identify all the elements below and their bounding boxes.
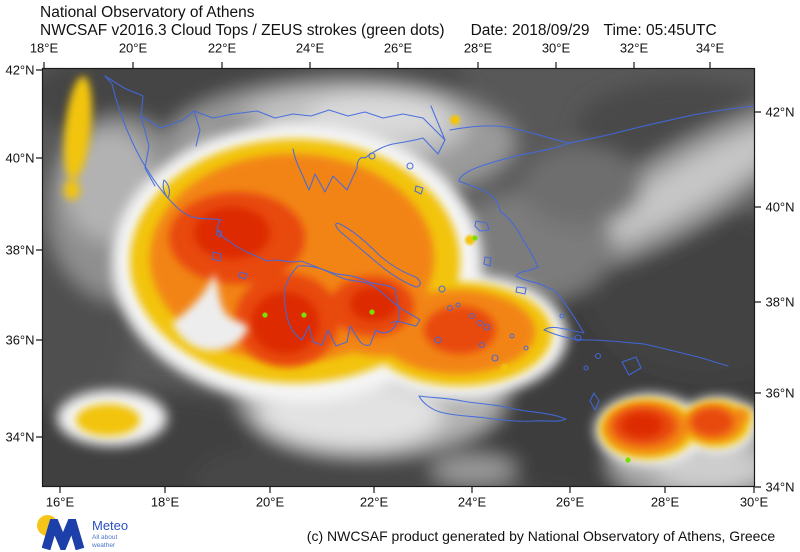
island-samothrace — [406, 162, 414, 170]
lon-label-bottom: 16°E — [45, 494, 75, 510]
zeus-lightning-dots — [262, 235, 631, 463]
lat-label-right: 38°N — [765, 294, 795, 310]
border-spur — [193, 110, 201, 147]
island-thasos — [368, 152, 376, 160]
gray-cloud-field — [42, 68, 755, 487]
zeus-stroke-dot — [369, 309, 375, 315]
page-title: National Observatory of Athens — [40, 4, 255, 21]
island-kefalonia — [211, 251, 222, 262]
coastlines — [104, 75, 755, 422]
logo-m-icon — [42, 519, 85, 550]
coast-black-sea — [449, 105, 755, 144]
product-subtitle: NWCSAF v2016.3 Cloud Tops / ZEUS strokes… — [40, 22, 717, 40]
island-lesbos — [474, 220, 490, 232]
satellite-map — [36, 62, 761, 493]
island-lefkada — [215, 229, 223, 238]
islands-cyclades — [434, 285, 602, 371]
logo-tagline-line1: All about — [92, 534, 118, 541]
lon-label-bottom: 30°E — [739, 494, 769, 510]
border-albania-east — [140, 115, 156, 187]
zeus-stroke-dot — [472, 235, 478, 241]
island-karpathos — [589, 392, 600, 411]
coast-adriatic-ionian — [104, 75, 268, 262]
copyright-text: (c) NWCSAF product generated by National… — [306, 528, 776, 544]
zeus-stroke-dot — [262, 312, 268, 318]
lon-label-top: 20°E — [118, 40, 148, 56]
island-zakynthos — [238, 271, 248, 280]
coast-euboea — [335, 222, 421, 288]
lon-label-top: 30°E — [541, 40, 571, 56]
lon-label-top: 24°E — [295, 40, 325, 56]
lon-label-top: 18°E — [29, 40, 59, 56]
lat-label-left: 40°N — [5, 150, 35, 166]
lat-label-right: 36°N — [765, 385, 795, 401]
coast-turkey-west — [458, 142, 729, 367]
product-name: NWCSAF v2016.3 Cloud Tops / ZEUS strokes… — [40, 22, 445, 39]
lat-label-right: 42°N — [765, 104, 795, 120]
lon-label-bottom: 28°E — [650, 494, 680, 510]
borders-north — [104, 75, 446, 141]
zeus-stroke-dot — [625, 457, 631, 463]
zeus-stroke-dot — [301, 312, 307, 318]
lon-label-bottom: 18°E — [150, 494, 180, 510]
map-frame — [41, 67, 756, 488]
lat-label-right: 40°N — [765, 199, 795, 215]
lat-label-left: 42°N — [5, 62, 35, 78]
lon-label-bottom: 26°E — [555, 494, 585, 510]
coast-peloponnese — [283, 265, 400, 347]
island-samos — [515, 286, 527, 295]
date-label: Date: 2018/09/29 — [470, 22, 590, 39]
logo-tagline: All about weather — [92, 534, 117, 549]
island-corfu — [162, 179, 170, 199]
lat-label-left: 36°N — [5, 332, 35, 348]
lon-label-top: 22°E — [207, 40, 237, 56]
meteo-logo: Meteo All about weather — [36, 513, 166, 552]
lat-label-right: 34°N — [765, 479, 795, 495]
lon-label-bottom: 24°E — [457, 494, 487, 510]
time-label: Time: 05:45UTC — [603, 22, 717, 39]
coast-crete — [418, 395, 567, 422]
lon-label-bottom: 22°E — [359, 494, 389, 510]
logo-tagline-line2: weather — [92, 541, 116, 549]
lon-label-top: 26°E — [383, 40, 413, 56]
lat-label-left: 38°N — [5, 242, 35, 258]
axis-ticks — [36, 62, 761, 493]
logo-wordmark: Meteo — [92, 518, 129, 533]
lon-label-bottom: 20°E — [255, 494, 285, 510]
lon-label-top: 34°E — [695, 40, 725, 56]
coast-gulf-corinth-attica — [266, 259, 421, 327]
lon-label-top: 28°E — [463, 40, 493, 56]
island-chios — [483, 256, 492, 267]
island-rhodes — [621, 356, 642, 376]
island-limnos — [414, 185, 424, 195]
cloud-top-imagery — [42, 68, 755, 487]
lon-label-top: 32°E — [619, 40, 649, 56]
coast-chalkidiki — [292, 105, 446, 193]
lat-label-left: 34°N — [5, 429, 35, 445]
dry-slot-cloud — [172, 273, 248, 351]
